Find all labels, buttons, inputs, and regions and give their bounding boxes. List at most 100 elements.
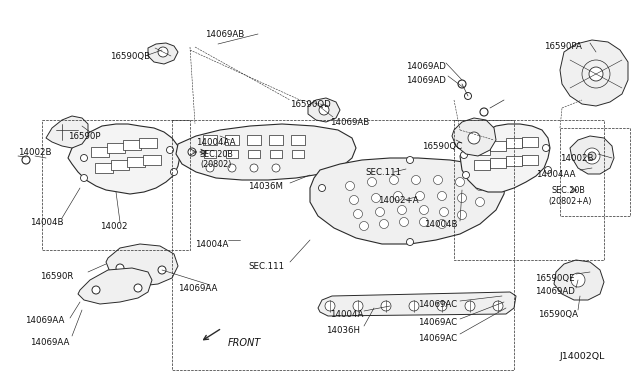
Polygon shape — [143, 155, 161, 165]
Polygon shape — [123, 140, 141, 150]
Circle shape — [272, 164, 280, 172]
Circle shape — [571, 273, 585, 287]
Polygon shape — [318, 292, 516, 316]
Polygon shape — [269, 135, 283, 145]
Text: SEC.20B: SEC.20B — [200, 150, 234, 159]
Circle shape — [319, 105, 329, 115]
Text: 14069AD: 14069AD — [406, 62, 446, 71]
Circle shape — [412, 176, 420, 185]
Polygon shape — [452, 118, 496, 156]
Polygon shape — [560, 40, 628, 106]
Circle shape — [415, 192, 424, 201]
Text: 14004AA: 14004AA — [196, 138, 236, 147]
Polygon shape — [308, 98, 340, 122]
Circle shape — [158, 266, 166, 274]
Polygon shape — [78, 268, 152, 304]
Circle shape — [476, 182, 484, 190]
Text: 14069AA: 14069AA — [25, 316, 65, 325]
Text: 14002B: 14002B — [560, 154, 593, 163]
Circle shape — [438, 192, 447, 201]
Text: FRONT: FRONT — [228, 338, 261, 348]
Polygon shape — [204, 150, 216, 158]
Text: 14004B: 14004B — [424, 220, 458, 229]
Circle shape — [461, 151, 467, 158]
Text: 14069AA: 14069AA — [178, 284, 218, 293]
Text: 14069AB: 14069AB — [330, 118, 369, 127]
Text: J14002QL: J14002QL — [560, 352, 605, 361]
Polygon shape — [127, 157, 145, 167]
Text: 14069AD: 14069AD — [406, 76, 446, 85]
Circle shape — [406, 157, 413, 164]
Circle shape — [134, 284, 142, 292]
Polygon shape — [139, 138, 157, 148]
Circle shape — [346, 182, 355, 190]
Circle shape — [589, 67, 603, 81]
Circle shape — [437, 301, 447, 311]
Circle shape — [376, 208, 385, 217]
Circle shape — [353, 209, 362, 218]
Text: 14004A: 14004A — [195, 240, 228, 249]
Text: 14002+A: 14002+A — [378, 196, 419, 205]
Text: 16590R: 16590R — [40, 272, 74, 281]
Polygon shape — [310, 158, 506, 244]
Text: 14002B: 14002B — [18, 148, 51, 157]
Polygon shape — [522, 155, 538, 165]
Circle shape — [166, 147, 173, 154]
Circle shape — [456, 177, 465, 186]
Text: 14004AA: 14004AA — [536, 170, 575, 179]
Polygon shape — [248, 150, 260, 158]
Circle shape — [206, 164, 214, 172]
Text: 14069AC: 14069AC — [418, 318, 457, 327]
Text: 14004B: 14004B — [30, 218, 63, 227]
Circle shape — [188, 148, 196, 156]
Polygon shape — [474, 160, 490, 170]
Circle shape — [406, 238, 413, 246]
Text: SEC.111: SEC.111 — [365, 168, 401, 177]
Text: (20802+A): (20802+A) — [548, 197, 591, 206]
Polygon shape — [95, 163, 113, 173]
Text: 14036M: 14036M — [248, 182, 283, 191]
Circle shape — [433, 176, 442, 185]
Polygon shape — [570, 136, 614, 174]
Circle shape — [419, 205, 429, 215]
Circle shape — [545, 167, 552, 173]
Circle shape — [438, 219, 447, 228]
Text: 16590QE: 16590QE — [535, 274, 575, 283]
Circle shape — [380, 219, 388, 228]
Circle shape — [349, 196, 358, 205]
Bar — [560, 128, 630, 216]
Circle shape — [250, 164, 258, 172]
Text: 14069AB: 14069AB — [205, 30, 244, 39]
Polygon shape — [176, 124, 356, 180]
Circle shape — [397, 205, 406, 215]
Polygon shape — [474, 145, 490, 155]
Polygon shape — [270, 150, 282, 158]
Circle shape — [158, 47, 168, 57]
Circle shape — [228, 164, 236, 172]
Text: SEC.20B: SEC.20B — [551, 186, 585, 195]
Circle shape — [493, 185, 499, 192]
Circle shape — [480, 108, 488, 116]
Text: 14069AD: 14069AD — [535, 287, 575, 296]
Text: 14036H: 14036H — [326, 326, 360, 335]
Circle shape — [465, 301, 475, 311]
Circle shape — [399, 218, 408, 227]
Circle shape — [458, 193, 467, 202]
Polygon shape — [91, 147, 109, 157]
Polygon shape — [111, 160, 129, 170]
Circle shape — [325, 301, 335, 311]
Text: 16590QA: 16590QA — [538, 310, 578, 319]
Bar — [42, 120, 190, 250]
Circle shape — [440, 208, 449, 217]
Circle shape — [360, 221, 369, 231]
Circle shape — [458, 211, 467, 219]
Circle shape — [92, 286, 100, 294]
Bar — [172, 120, 514, 370]
Text: 16590QD: 16590QD — [290, 100, 331, 109]
Circle shape — [381, 301, 391, 311]
Text: 16590QC: 16590QC — [422, 142, 462, 151]
Circle shape — [493, 301, 503, 311]
Polygon shape — [46, 116, 88, 148]
Text: 14069AC: 14069AC — [418, 334, 457, 343]
Circle shape — [81, 154, 88, 161]
